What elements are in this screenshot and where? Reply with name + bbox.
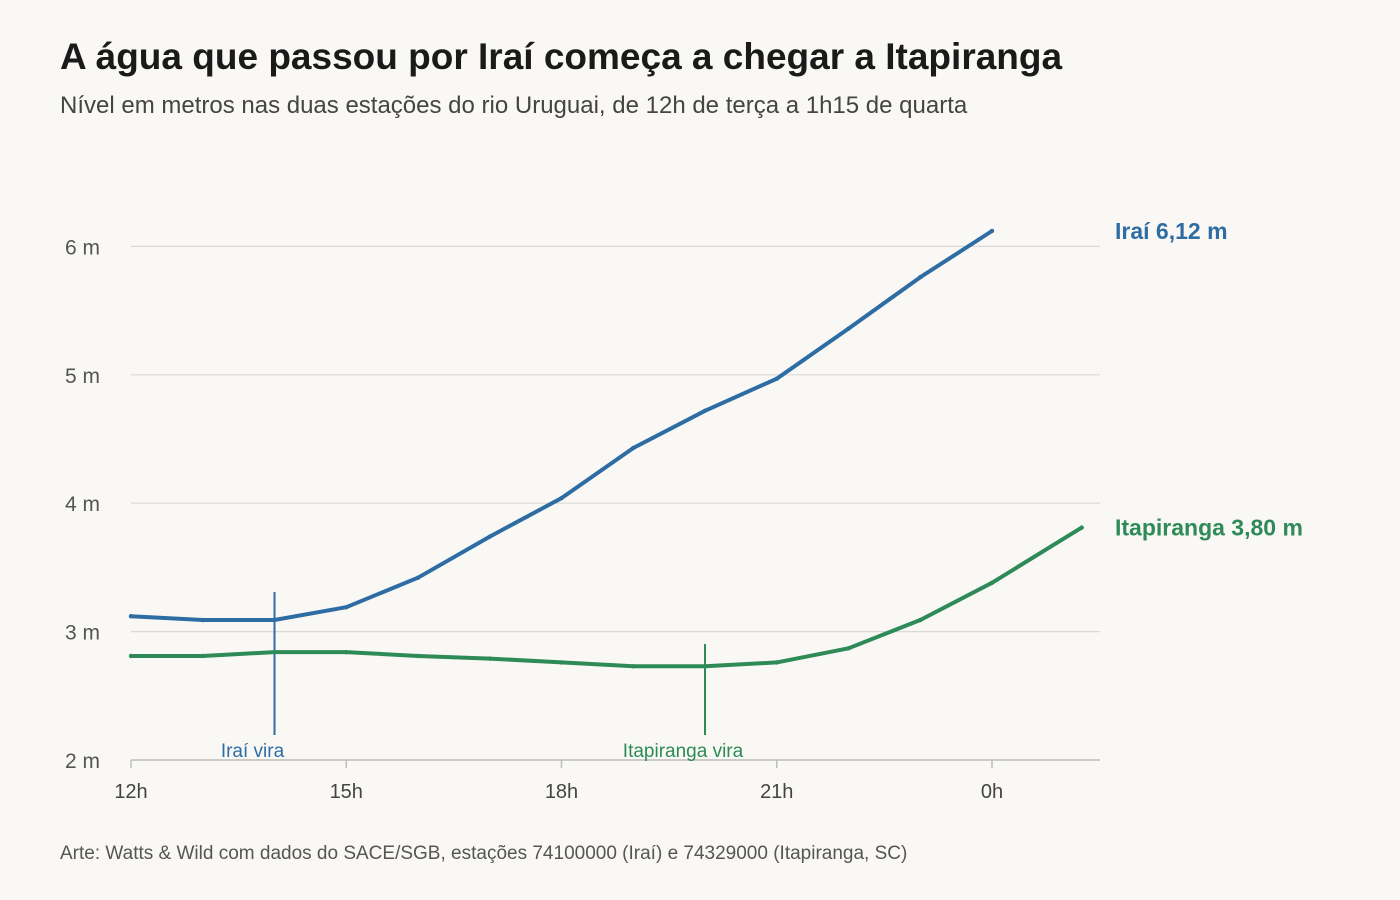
series-end-label: Itapiranga 3,80 m: [1115, 515, 1303, 541]
data-point: [631, 664, 636, 669]
data-point: [1079, 525, 1084, 530]
data-point: [774, 376, 779, 381]
series-lines: [128, 228, 1084, 669]
data-point: [272, 649, 277, 655]
annotations: Iraí vira Itapiranga vira: [221, 592, 744, 762]
data-point: [631, 445, 636, 451]
data-point: [846, 326, 851, 331]
source-note: Arte: Watts & Wild com dados do SACE/SGB…: [60, 843, 908, 864]
data-point: [702, 408, 708, 413]
x-tick-label: 21h: [760, 781, 793, 803]
axes: 2 m 3 m 4 m 5 m 6 m 12h 15h 18h 21h 0h: [65, 236, 1100, 803]
data-point: [415, 653, 421, 659]
x-tick-label: 0h: [981, 781, 1003, 803]
data-point: [918, 617, 923, 623]
data-point: [918, 275, 923, 280]
y-tick-label: 2 m: [65, 750, 100, 773]
data-point: [344, 649, 349, 655]
data-point: [344, 605, 349, 610]
data-point: [487, 534, 492, 539]
x-tick-label: 15h: [330, 781, 363, 803]
data-point: [128, 653, 134, 659]
data-point: [559, 660, 564, 665]
data-point: [200, 653, 205, 659]
data-point: [272, 617, 277, 623]
data-point: [487, 656, 492, 661]
chart-subtitle: Nível em metros nas duas estações do rio…: [60, 92, 968, 119]
data-point: [846, 646, 851, 651]
data-point: [128, 613, 134, 619]
data-point: [702, 664, 708, 669]
gridlines: [131, 245, 1100, 633]
y-tick-label: 5 m: [65, 365, 100, 388]
series-end-label: Iraí 6,12 m: [1115, 218, 1228, 244]
data-point: [415, 575, 421, 580]
end-labels: Iraí 6,12 m Itapiranga 3,80 m: [1115, 218, 1303, 541]
data-point: [200, 617, 205, 623]
annotation-label: Itapiranga vira: [623, 741, 744, 762]
y-tick-label: 6 m: [65, 236, 100, 259]
series-line-ira: [129, 229, 994, 622]
data-point: [989, 580, 995, 586]
data-point: [559, 495, 564, 501]
series-line-itapiranga: [129, 525, 1084, 669]
chart-title: A água que passou por Iraí começa a cheg…: [60, 36, 1063, 77]
y-tick-label: 4 m: [65, 493, 100, 516]
x-tick-label: 12h: [114, 781, 147, 803]
annotation-label: Iraí vira: [221, 741, 285, 762]
x-tick-label: 18h: [545, 781, 578, 803]
y-tick-label: 3 m: [65, 622, 100, 645]
data-point: [774, 660, 779, 665]
data-point: [989, 228, 995, 234]
